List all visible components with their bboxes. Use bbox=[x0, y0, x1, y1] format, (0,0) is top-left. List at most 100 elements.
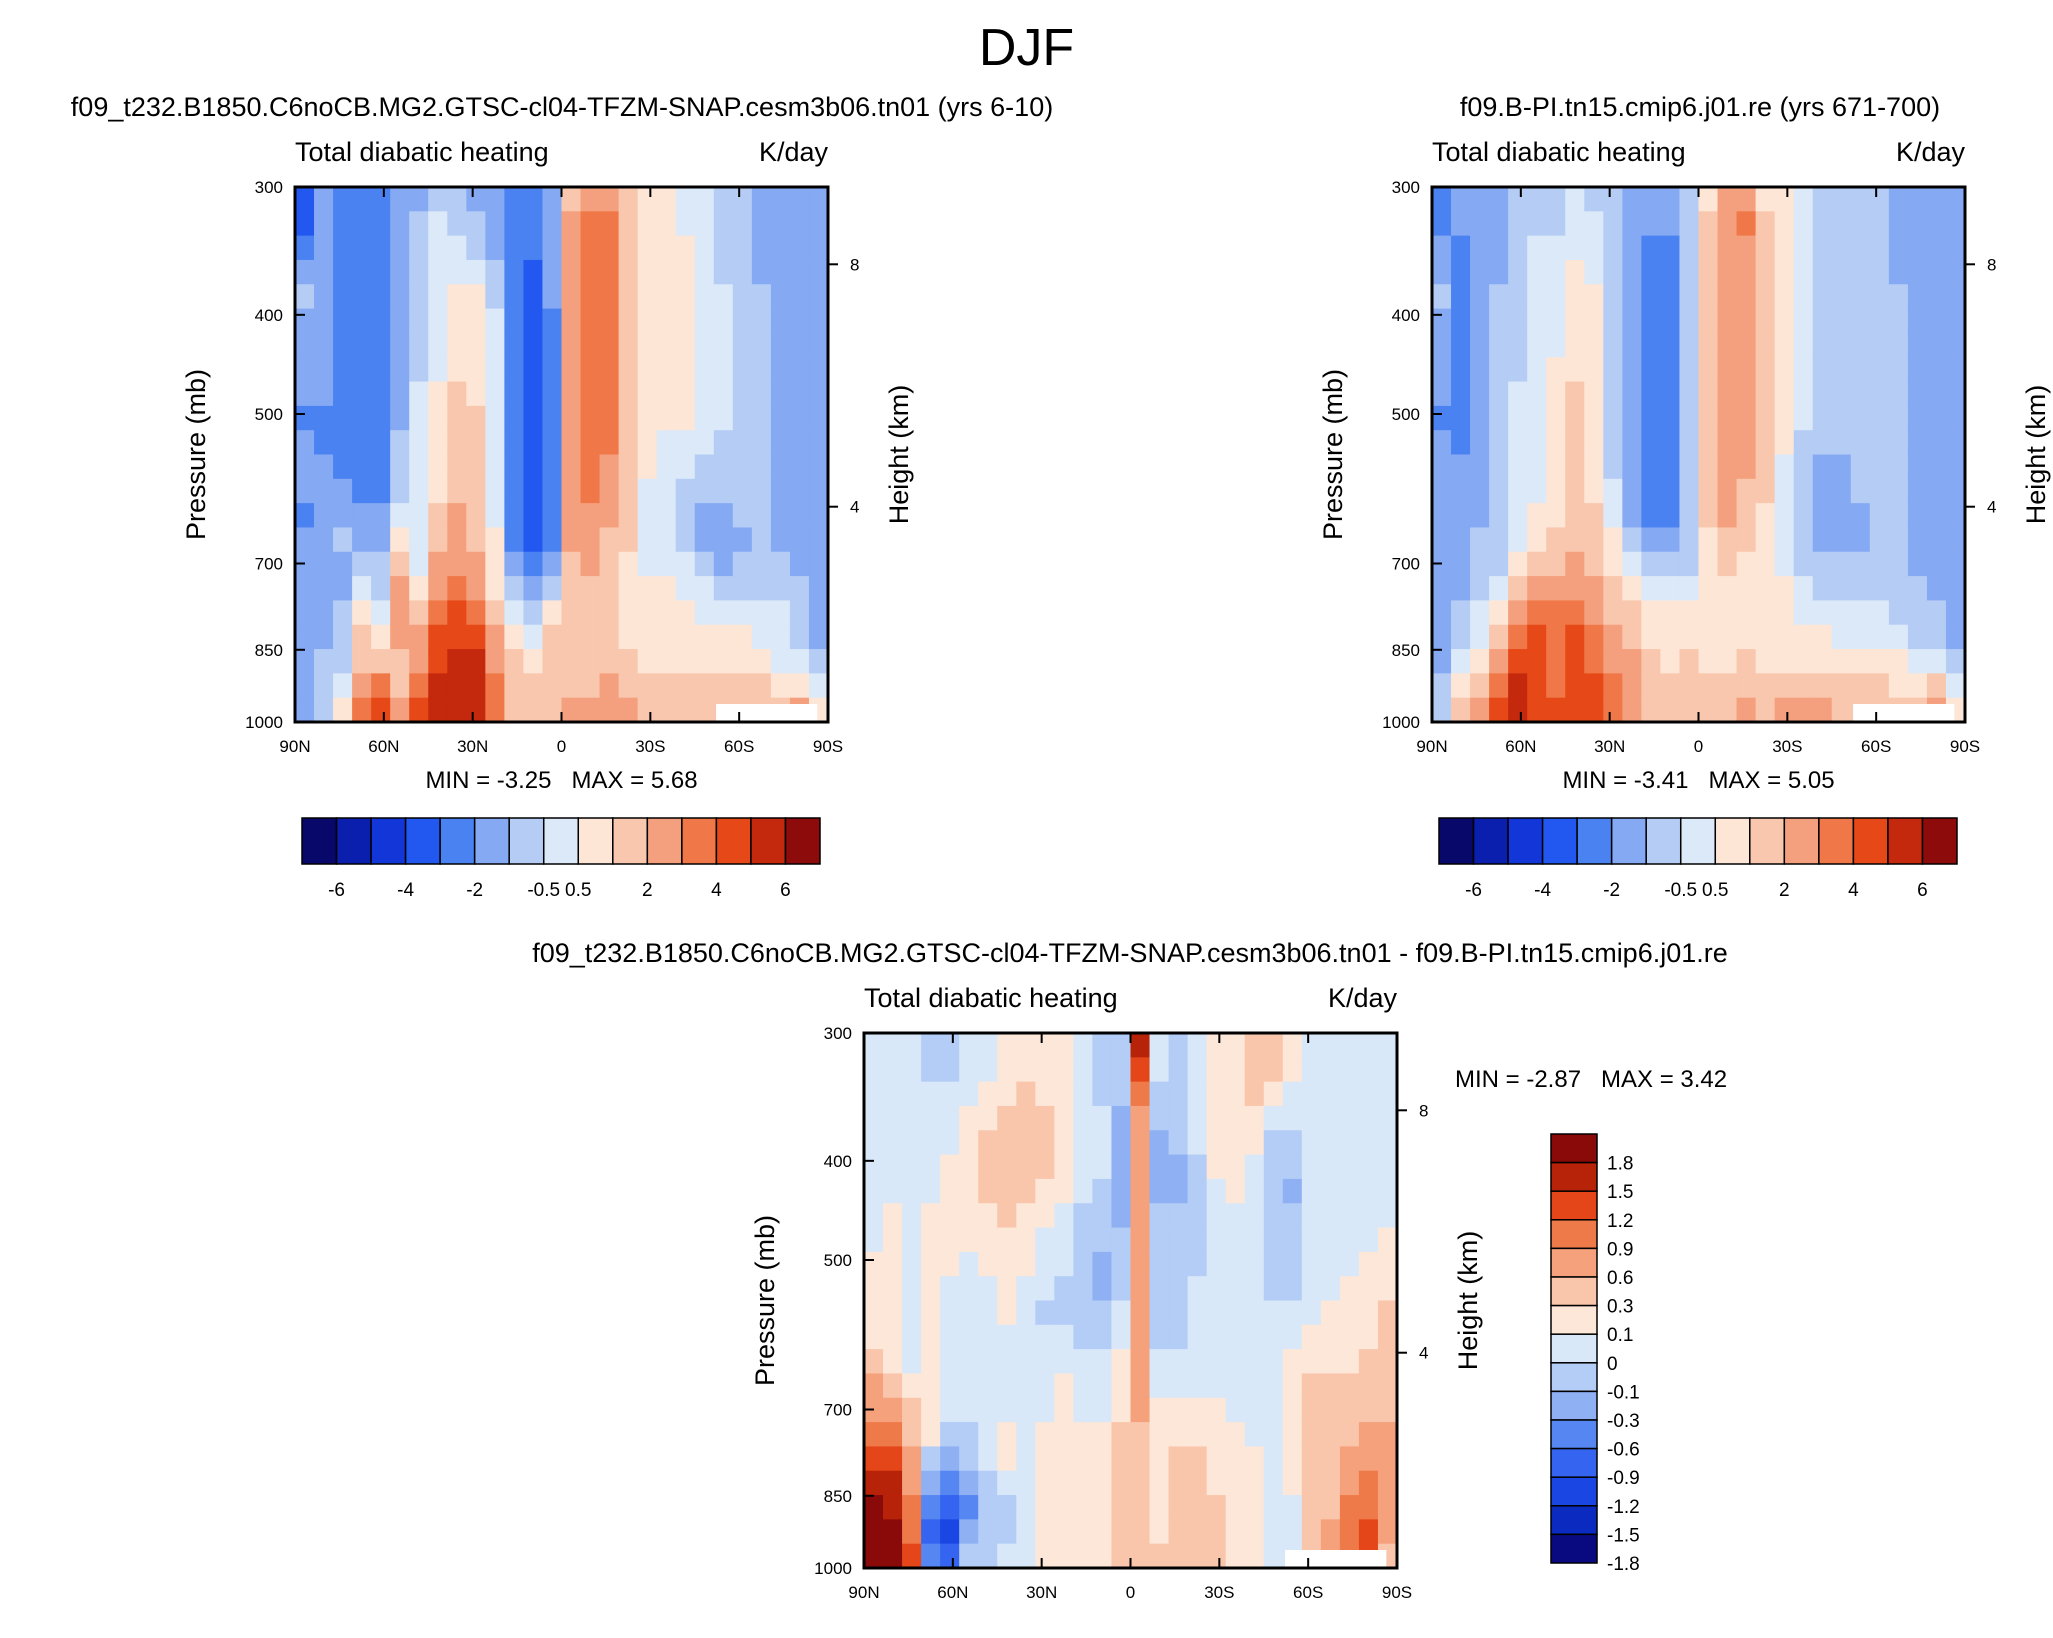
colorbar-label: -1.8 bbox=[1607, 1554, 1640, 1575]
contour-cell bbox=[1812, 430, 1833, 456]
contour-cell bbox=[1470, 357, 1490, 383]
contour-cell bbox=[1508, 503, 1528, 529]
contour-cell bbox=[1603, 259, 1623, 285]
contour-cell bbox=[959, 1057, 979, 1083]
contour-cell bbox=[428, 381, 448, 407]
contour-cell bbox=[1945, 430, 1966, 456]
contour-cell bbox=[1869, 649, 1890, 674]
contour-cell bbox=[1679, 503, 1700, 529]
contour-cell bbox=[1244, 1495, 1265, 1520]
contour-cell bbox=[921, 1276, 941, 1302]
contour-cell bbox=[1470, 332, 1490, 358]
contour-cell bbox=[1698, 332, 1719, 358]
contour-cell bbox=[1926, 430, 1947, 456]
contour-cell bbox=[1301, 1057, 1322, 1083]
contour-cell bbox=[1130, 1324, 1151, 1350]
contour-cell bbox=[390, 332, 410, 358]
contour-cell bbox=[1244, 1470, 1265, 1496]
contour-cell bbox=[997, 1033, 1017, 1058]
contour-cell bbox=[409, 454, 429, 480]
contour-cell bbox=[1755, 211, 1776, 237]
contour-cell bbox=[1641, 576, 1662, 602]
contour-cell bbox=[390, 259, 410, 285]
contour-cell bbox=[1016, 1130, 1036, 1156]
contour-cell bbox=[504, 405, 525, 431]
contour-cell bbox=[1508, 454, 1528, 480]
contour-cell bbox=[1168, 1081, 1189, 1107]
contour-cell bbox=[1073, 1057, 1094, 1083]
contour-cell bbox=[883, 1373, 903, 1399]
contour-cell bbox=[1869, 478, 1890, 504]
contour-cell bbox=[466, 624, 486, 650]
contour-cell bbox=[1320, 1057, 1341, 1083]
contour-cell bbox=[1225, 1495, 1246, 1520]
contour-cell bbox=[1850, 187, 1871, 212]
contour-cell bbox=[1869, 259, 1890, 285]
contour-cell bbox=[599, 430, 620, 456]
contour-cell bbox=[1546, 235, 1566, 261]
contour-cell bbox=[1774, 405, 1795, 431]
contour-cell bbox=[1546, 503, 1566, 529]
contour-cell bbox=[940, 1251, 960, 1277]
contour-cell bbox=[732, 211, 753, 237]
contour-cell bbox=[1945, 284, 1966, 310]
colorbar-swatch bbox=[577, 817, 614, 865]
contour-cell bbox=[561, 673, 582, 699]
contour-cell bbox=[1130, 1470, 1151, 1496]
contour-cell bbox=[1377, 1324, 1398, 1350]
contour-cell bbox=[675, 211, 696, 237]
contour-cell bbox=[504, 454, 525, 480]
contour-cell bbox=[675, 697, 696, 723]
contour-cell bbox=[770, 308, 791, 334]
contour-cell bbox=[1850, 381, 1871, 407]
contour-cell bbox=[504, 600, 525, 626]
contour-cell bbox=[1584, 600, 1604, 626]
contour-cell bbox=[656, 673, 677, 699]
contour-cell bbox=[371, 284, 391, 310]
contour-cell bbox=[1489, 649, 1509, 674]
contour-cell bbox=[864, 1203, 884, 1229]
contour-cell bbox=[1926, 527, 1947, 553]
contour-cell bbox=[1945, 211, 1966, 237]
contour-cell bbox=[333, 211, 353, 237]
contour-cell bbox=[978, 1300, 998, 1326]
contour-cell bbox=[940, 1276, 960, 1302]
contour-cell bbox=[447, 405, 467, 431]
contour-cell bbox=[883, 1081, 903, 1107]
contour-cell bbox=[1282, 1130, 1303, 1156]
contour-cell bbox=[466, 332, 486, 358]
contour-cell bbox=[1358, 1397, 1379, 1423]
contour-cell bbox=[1850, 405, 1871, 431]
contour-cell bbox=[1451, 308, 1471, 334]
contour-cell bbox=[1320, 1154, 1341, 1180]
contour-cell bbox=[295, 697, 315, 723]
contour-cell bbox=[1035, 1324, 1055, 1350]
contour-cell bbox=[902, 1105, 922, 1131]
colorbar-swatch bbox=[1541, 817, 1578, 865]
contour-cell bbox=[428, 430, 448, 456]
contour-cell bbox=[1812, 405, 1833, 431]
contour-cell bbox=[940, 1057, 960, 1083]
contour-cell bbox=[504, 527, 525, 553]
contour-cell bbox=[485, 308, 505, 334]
contour-cell bbox=[599, 600, 620, 626]
contour-cell bbox=[997, 1300, 1017, 1326]
contour-cell bbox=[902, 1373, 922, 1399]
contour-cell bbox=[428, 527, 448, 553]
contour-cell bbox=[808, 624, 829, 650]
contour-cell bbox=[542, 430, 563, 456]
contour-cell bbox=[1565, 697, 1585, 723]
contour-cell bbox=[1282, 1033, 1303, 1058]
contour-cell bbox=[1130, 1203, 1151, 1229]
contour-cell bbox=[428, 649, 448, 674]
contour-cell bbox=[352, 308, 372, 334]
contour-cell bbox=[1130, 1057, 1151, 1083]
contour-cell bbox=[1717, 357, 1738, 383]
contour-cell bbox=[390, 649, 410, 674]
contour-cell bbox=[921, 1373, 941, 1399]
contour-cell bbox=[1888, 187, 1909, 212]
colorbar-label: 0.5 bbox=[565, 880, 591, 901]
contour-cell bbox=[1149, 1495, 1170, 1520]
contour-cell bbox=[466, 381, 486, 407]
contour-cell bbox=[1470, 697, 1490, 723]
